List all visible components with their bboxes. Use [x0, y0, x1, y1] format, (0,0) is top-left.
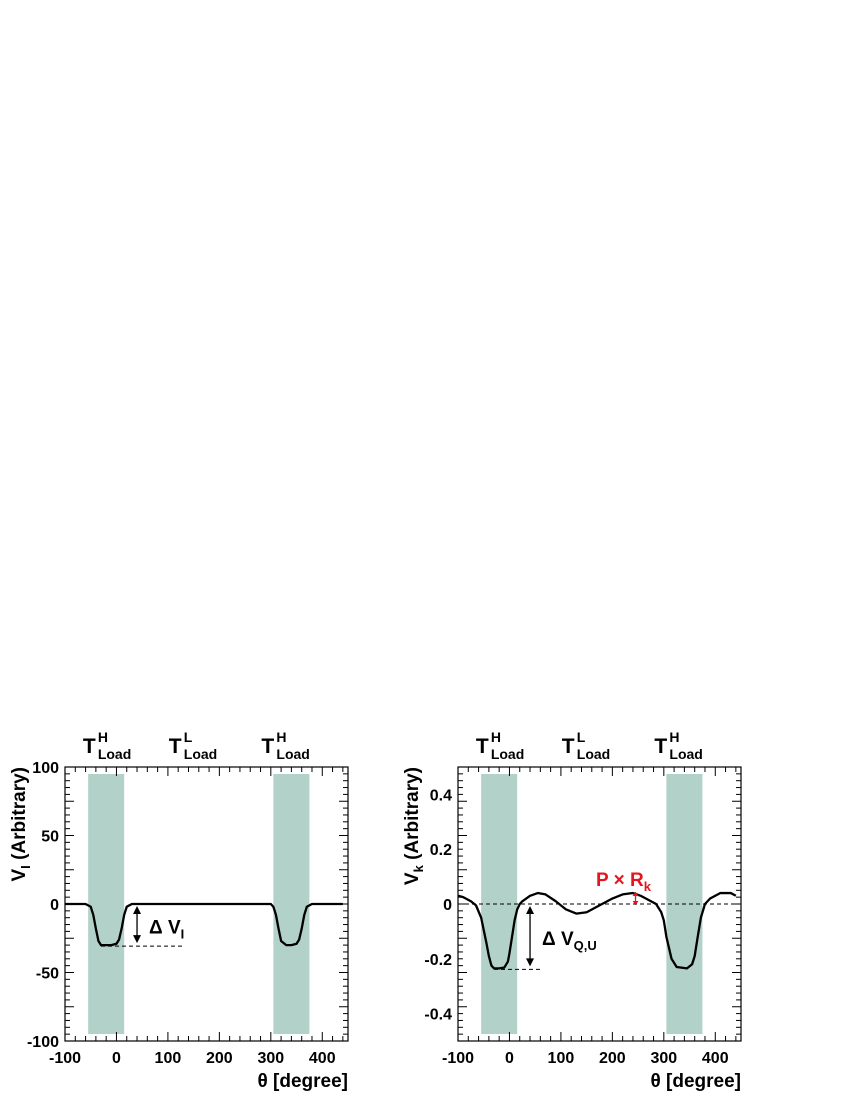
y-axis-label: Vk (Arbitrary): [402, 767, 426, 885]
prk-annotation: P × Rk: [596, 870, 652, 894]
top-label-sup: H: [669, 729, 679, 745]
y-axis-label-main: V: [402, 872, 423, 885]
x-axis-label: θ [degree]: [650, 1071, 741, 1092]
x-tick-label: 400: [702, 1050, 729, 1067]
chart-panel-2: -100 0 100 200 300 400 -0.4 -0.2 0 0.2 0.4 θ [degre…: [402, 729, 742, 1092]
x-tick-label: 0: [112, 1050, 121, 1067]
top-label-sub: Load: [184, 746, 217, 762]
x-axis-label: θ [degree]: [257, 1071, 348, 1092]
x-tick-label: 200: [206, 1050, 233, 1067]
x-tick-label: 300: [257, 1050, 284, 1067]
top-label-sub: Load: [577, 746, 610, 762]
delta-annotation-main: Δ V: [542, 929, 574, 950]
y-tick-label: -0.4: [424, 1007, 452, 1024]
prk-arrow-head-up: [632, 892, 639, 897]
top-label-main: T: [261, 735, 274, 758]
delta-arrow-head-up: [526, 906, 535, 914]
chart-panel-1: -100 0 100 200 300 400 -100 -50 0 50 100 θ [degree]…: [9, 729, 349, 1092]
y-tick-label: -0.2: [424, 952, 452, 969]
prk-annotation-sub: k: [644, 879, 652, 894]
x-tick-label: 200: [599, 1050, 626, 1067]
x-tick-label: 400: [309, 1050, 336, 1067]
top-label-main: T: [83, 735, 96, 758]
top-label-1: T: [476, 735, 489, 758]
delta-annotation-sub: I: [181, 927, 185, 942]
prk-arrow-head-down: [632, 901, 639, 905]
x-tick-label: 300: [650, 1050, 677, 1067]
delta-annotation: Δ VQ,U: [542, 929, 597, 953]
top-label-sup: L: [577, 729, 586, 745]
y-tick-label: 50: [41, 829, 59, 846]
y-tick-label: 0.2: [430, 842, 452, 859]
y-tick-label: 0: [50, 897, 59, 914]
x-tick-label: -100: [49, 1050, 81, 1067]
top-label-main: T: [476, 735, 489, 758]
top-label-sub: Load: [491, 746, 524, 762]
top-label-main: T: [654, 735, 667, 758]
top-label-sub: Load: [276, 746, 309, 762]
top-label-3: T: [261, 735, 274, 758]
top-label-2: T: [562, 735, 575, 758]
shaded-band-2: [273, 774, 310, 1034]
top-label-main: T: [562, 735, 575, 758]
delta-annotation-sub: Q,U: [574, 938, 597, 953]
top-label-main: T: [169, 735, 182, 758]
top-label-2: T: [169, 735, 182, 758]
series-line: [65, 902, 343, 947]
top-label-sup: H: [491, 729, 501, 745]
y-axis-label-suffix: (Arbitrary): [9, 767, 30, 865]
delta-annotation: Δ VI: [149, 918, 184, 942]
prk-annotation-main: P × R: [596, 870, 644, 891]
top-label-sup: H: [98, 729, 108, 745]
top-label-3: T: [654, 735, 667, 758]
y-tick-label: 0.4: [430, 787, 452, 804]
x-tick-label: 0: [505, 1050, 514, 1067]
y-axis-label-suffix: (Arbitrary): [402, 767, 423, 865]
x-tick-label: 100: [155, 1050, 182, 1067]
delta-annotation-main: Δ V: [149, 918, 181, 939]
delta-arrow-head-up: [133, 906, 142, 914]
top-label-sup: H: [276, 729, 286, 745]
delta-arrow-head-down: [526, 958, 535, 967]
y-axis-label-main: V: [9, 869, 30, 882]
y-tick-label: -50: [36, 966, 59, 983]
y-tick-label: -100: [27, 1034, 59, 1051]
y-axis-label-sub: I: [18, 865, 33, 869]
delta-arrow-head-down: [133, 935, 142, 944]
y-axis-label-sub: k: [411, 864, 426, 872]
top-label-sub: Load: [669, 746, 702, 762]
shaded-band-1: [88, 774, 125, 1034]
y-tick-label: 100: [32, 760, 59, 777]
y-axis-label: VI (Arbitrary): [9, 767, 33, 882]
top-label-sub: Load: [98, 746, 131, 762]
x-tick-label: -100: [442, 1050, 474, 1067]
x-tick-label: 100: [548, 1050, 575, 1067]
y-tick-label: 0: [443, 897, 452, 914]
top-label-1: T: [83, 735, 96, 758]
series-line: [457, 891, 737, 970]
top-label-sup: L: [184, 729, 193, 745]
